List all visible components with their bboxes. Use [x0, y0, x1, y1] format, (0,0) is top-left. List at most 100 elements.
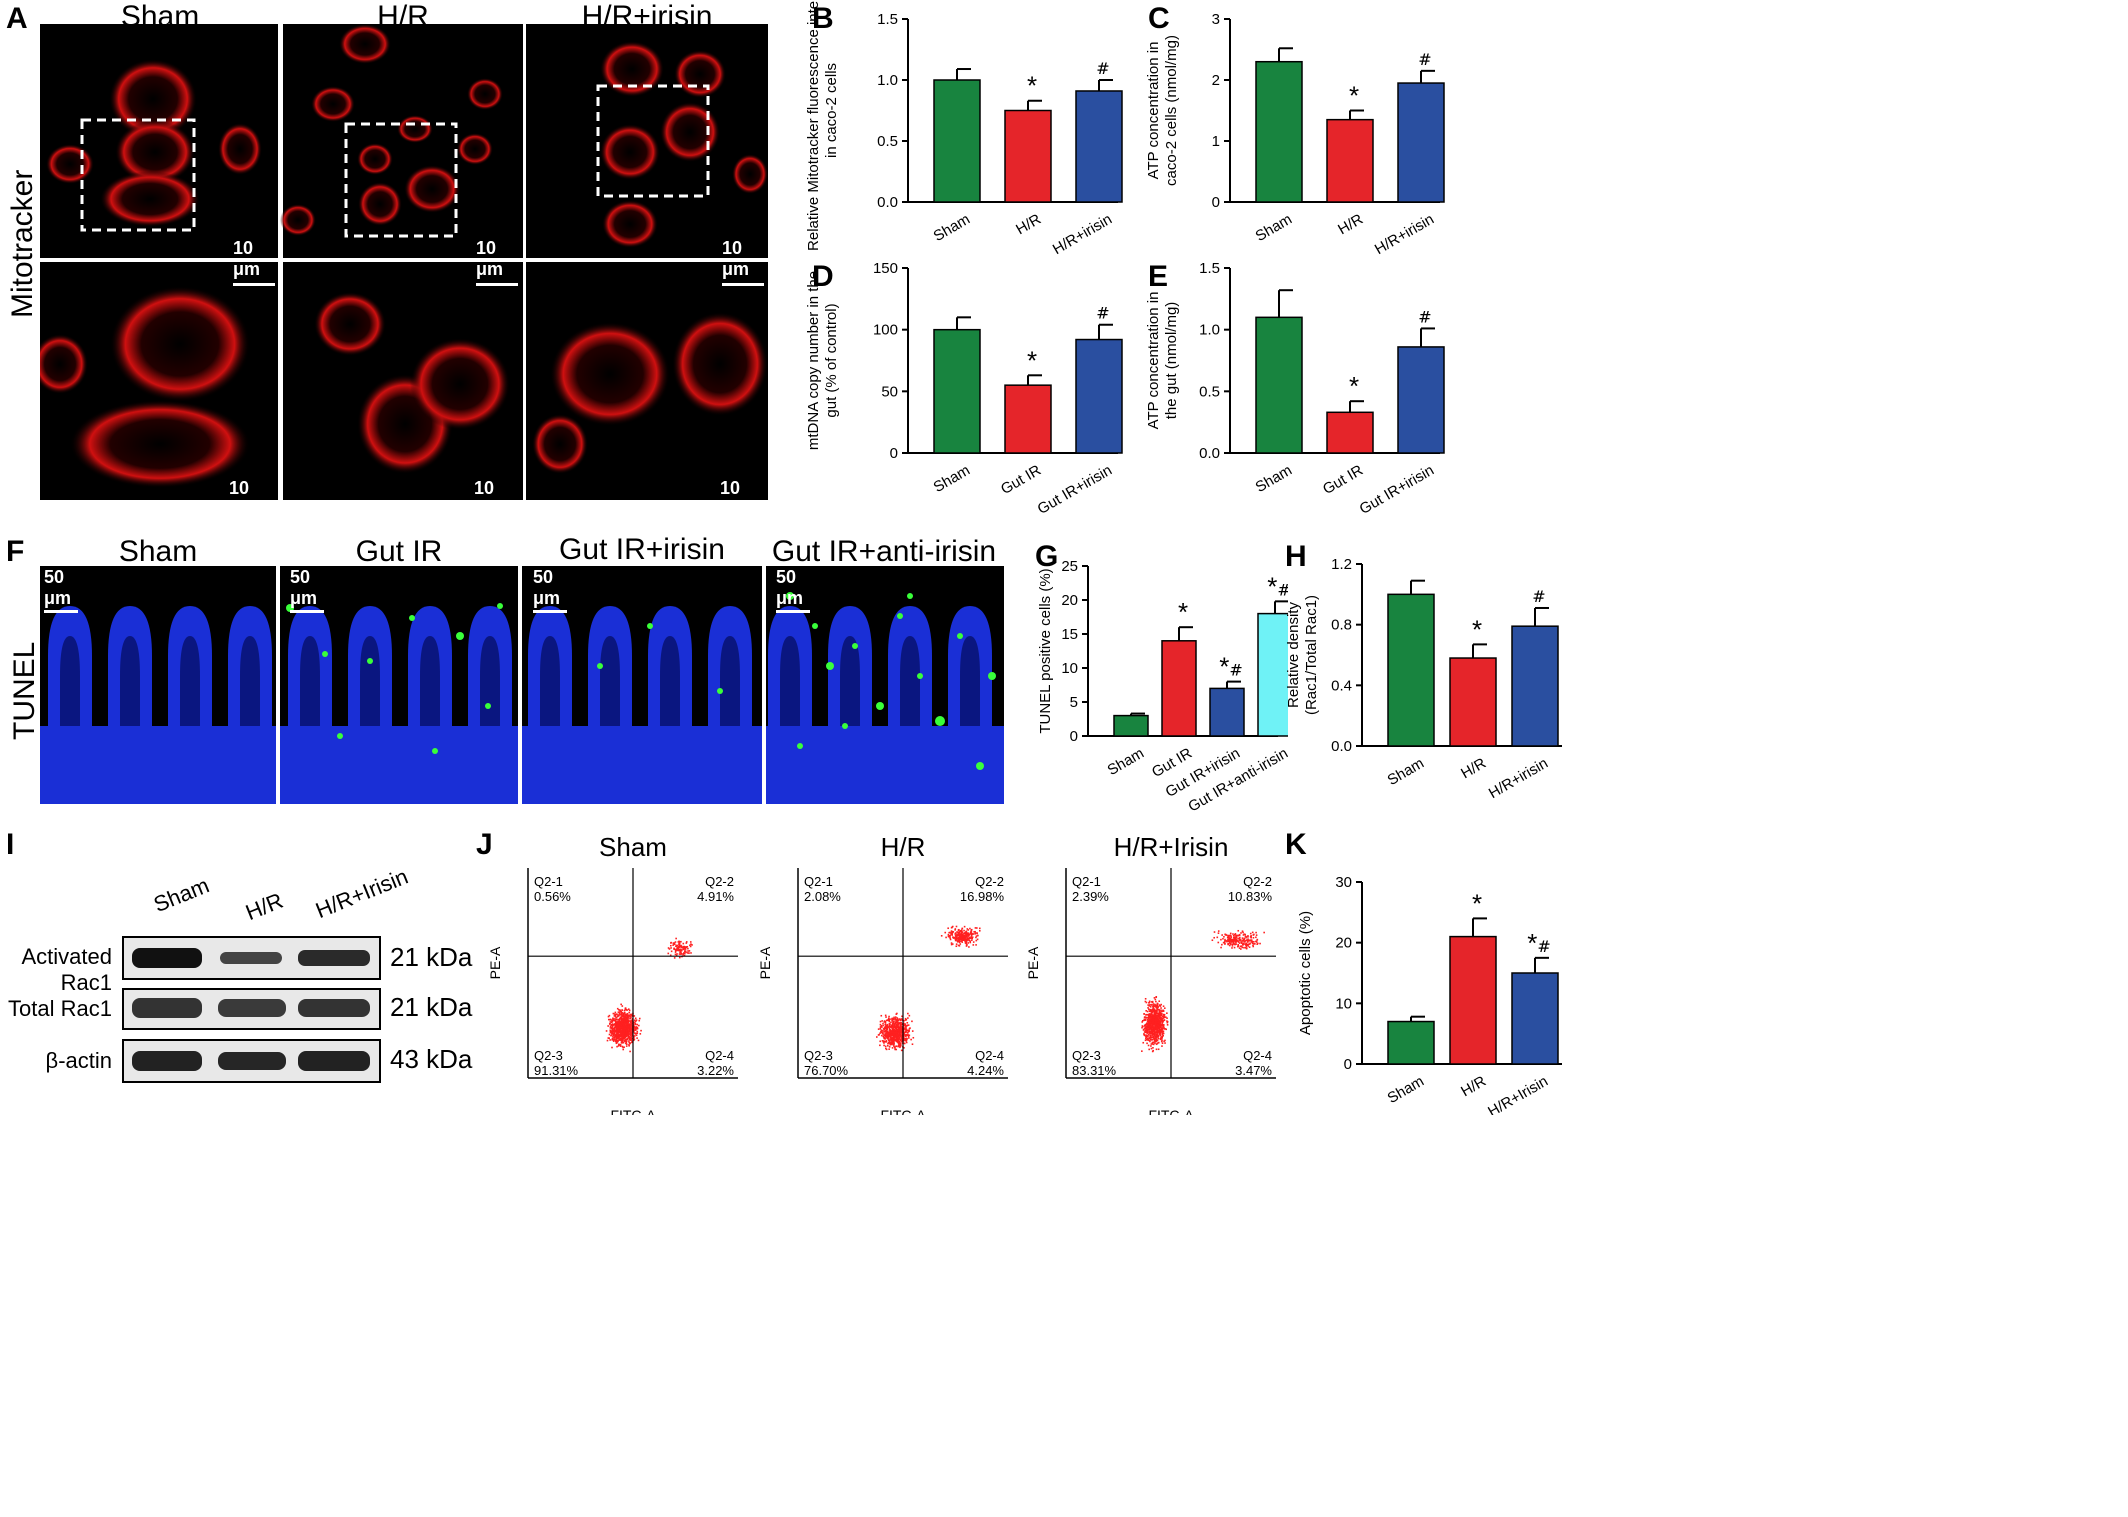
flow-event-dot: [1152, 1043, 1155, 1046]
flow-event-dot: [1243, 938, 1246, 941]
flow-event-dot: [625, 1033, 628, 1035]
flow-event-dot: [621, 1034, 623, 1037]
flow-event-dot: [687, 947, 689, 950]
flow-event-dot: [893, 1023, 896, 1026]
flow-event-dot: [628, 1044, 630, 1046]
flow-event-dot: [619, 1043, 622, 1046]
flow-event-dot: [610, 1023, 613, 1026]
flow-event-dot: [612, 1040, 615, 1042]
flow-event-dot: [673, 957, 676, 959]
flow-event-dot: [631, 1015, 633, 1017]
flow-event-dot: [613, 1037, 615, 1040]
flow-event-dot: [1152, 1007, 1154, 1009]
flow-event-dot: [945, 936, 947, 939]
flow-event-dot: [619, 1018, 622, 1020]
flow-event-dot: [1152, 1020, 1155, 1023]
flow-event-dot: [904, 1017, 907, 1020]
flow-event-dot: [955, 935, 957, 938]
flow-event-dot: [880, 1034, 883, 1037]
flow-event-dot: [963, 935, 966, 938]
flow-event-dot: [1148, 1021, 1151, 1024]
flow-event-dot: [889, 1038, 891, 1040]
panel-letter-h: H: [1285, 540, 1307, 573]
bar: [1511, 625, 1559, 747]
flow-event-dot: [900, 1032, 903, 1034]
flow-event-dot: [884, 1038, 887, 1040]
flow-event-dot: [886, 1025, 889, 1028]
flow-event-dot: [1247, 939, 1249, 942]
scale-bar-a6: 10 μm: [720, 478, 762, 526]
column-header-f-sham: Sham: [118, 535, 198, 568]
flow-event-dot: [888, 1025, 891, 1028]
flow-event-dot: [618, 1033, 620, 1036]
flow-event-dot: [625, 1009, 628, 1011]
flow-event-dot: [627, 1020, 629, 1023]
flow-event-dot: [634, 1026, 637, 1029]
flow-event-dot: [1166, 1012, 1168, 1014]
flow-event-dot: [884, 1021, 887, 1024]
x-category-label: Sham: [1253, 462, 1295, 496]
flow-event-dot: [618, 1021, 620, 1024]
y-axis-label: ATP concentration in: [1145, 42, 1162, 180]
flow-event-dot: [1158, 1015, 1161, 1018]
flow-event-dot: [879, 1032, 881, 1035]
flow-event-dot: [1151, 1042, 1154, 1045]
flow-event-dot: [1153, 1041, 1155, 1044]
flow-event-dot: [892, 1042, 895, 1045]
flow-event-dot: [621, 1022, 624, 1025]
flow-event-dot: [1154, 998, 1157, 1001]
flow-event-dot: [640, 1029, 642, 1032]
flow-event-dot: [1157, 1048, 1160, 1051]
flow-event-dot: [1154, 1003, 1156, 1006]
flow-event-dot: [1217, 930, 1220, 932]
flow-event-dot: [634, 1022, 637, 1024]
significance-mark: *#: [1527, 928, 1551, 958]
flow-event-dot: [639, 1033, 642, 1035]
flow-event-dot: [628, 1041, 630, 1044]
flow-event-dot: [1150, 1032, 1153, 1034]
flow-event-dot: [1242, 943, 1244, 946]
flow-event-dot: [898, 1038, 900, 1041]
flow-event-dot: [616, 1045, 618, 1048]
flow-event-dot: [628, 1015, 630, 1017]
flow-event-dot: [615, 1025, 617, 1028]
flow-event-dot: [895, 1034, 897, 1037]
flow-event-dot: [961, 931, 964, 934]
flow-event-dot: [888, 1046, 891, 1048]
flow-event-dot: [893, 1025, 896, 1027]
flow-event-dot: [624, 1022, 627, 1025]
flow-event-dot: [612, 1027, 614, 1030]
flow-event-dot: [967, 942, 970, 944]
flow-event-dot: [883, 1030, 885, 1033]
flow-event-dot: [631, 1026, 634, 1029]
flow-event-dot: [1162, 1030, 1165, 1033]
flow-event-dot: [1154, 1010, 1157, 1012]
flow-event-dot: [629, 1034, 632, 1037]
flow-event-dot: [621, 1015, 623, 1017]
flow-event-dot: [629, 1025, 632, 1027]
panel-letter-e: E: [1148, 260, 1169, 293]
flow-event-dot: [899, 1029, 902, 1032]
flow-event-dot: [1146, 1042, 1148, 1045]
flow-event-dot: [623, 1011, 626, 1014]
flow-event-dot: [1232, 933, 1234, 935]
flow-event-dot: [1161, 1027, 1164, 1029]
flow-event-dot: [1147, 1038, 1149, 1041]
quadrant-q1-value: 0.56%: [534, 889, 571, 904]
flow-event-dot: [905, 1025, 907, 1028]
flow-event-dot: [617, 1018, 620, 1021]
flow-event-dot: [1237, 940, 1239, 942]
flow-event-dot: [1160, 1009, 1162, 1011]
flow-event-dot: [1255, 931, 1257, 934]
flow-event-dot: [1157, 1015, 1159, 1018]
x-category-label: Sham: [1385, 755, 1427, 789]
significance-mark: #: [1096, 304, 1109, 323]
y-tick-label: 1.5: [1199, 260, 1220, 277]
flow-event-dot: [1153, 1009, 1156, 1012]
flow-event-dot: [622, 1030, 624, 1033]
flow-event-dot: [608, 1014, 611, 1017]
flow-event-dot: [1154, 1014, 1156, 1016]
flow-event-dot: [1148, 1016, 1150, 1018]
flow-event-dot: [893, 1037, 895, 1040]
flow-event-dot: [613, 1030, 615, 1033]
